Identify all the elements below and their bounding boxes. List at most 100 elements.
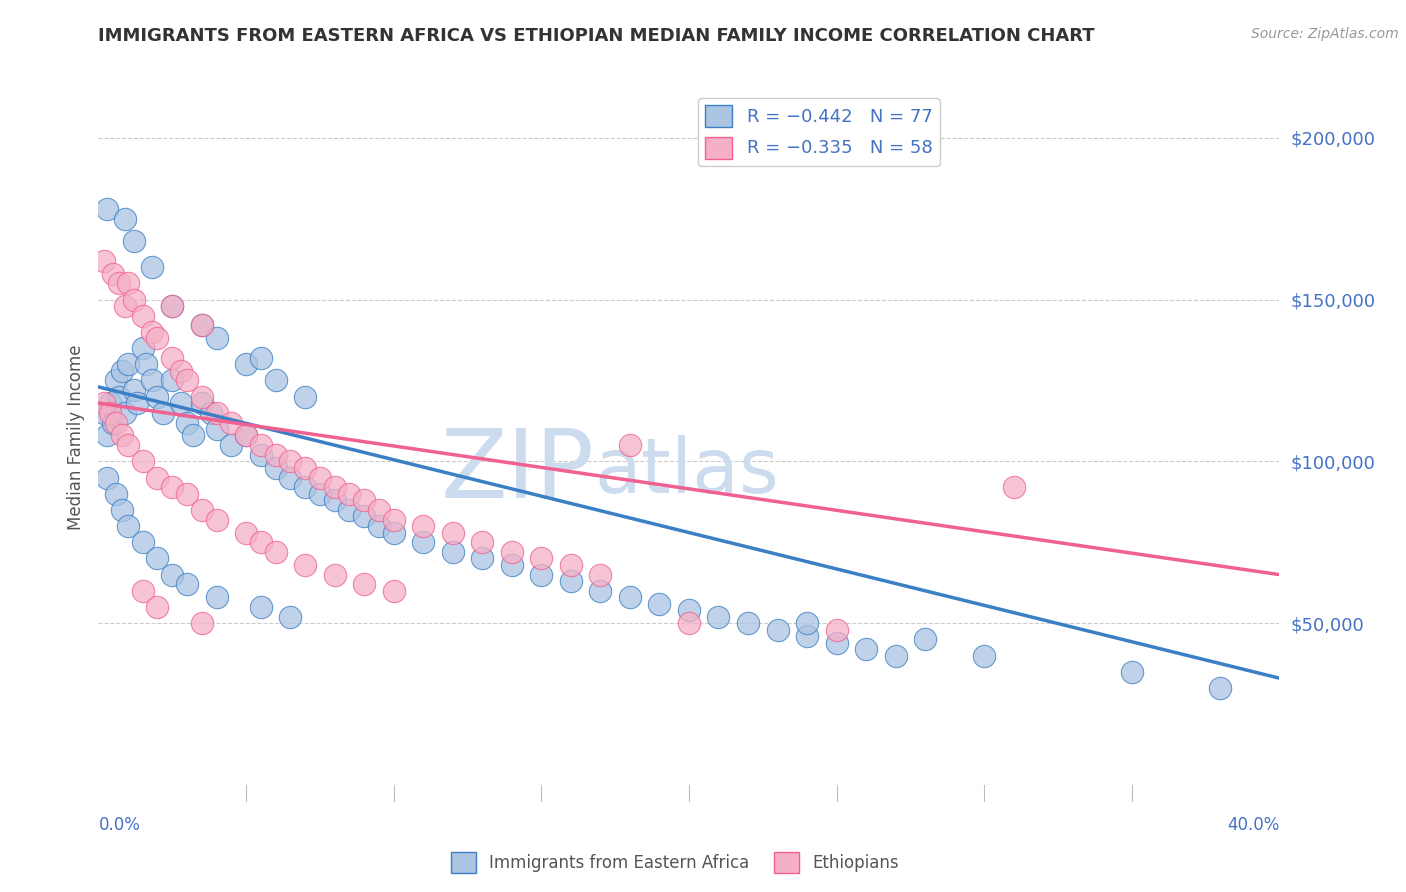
Point [108,390,131,404]
Point [141,374,163,388]
Point [278,454,302,468]
Point [219,438,242,452]
Point [412,535,434,549]
Point [162,299,183,313]
Point [825,635,848,649]
Point [589,567,612,582]
Legend: Immigrants from Eastern Africa, Ethiopians: Immigrants from Eastern Africa, Ethiopia… [444,846,905,880]
Point [205,406,228,420]
Point [855,642,877,657]
Point [122,383,145,397]
Point [96,428,118,442]
Point [323,493,346,508]
Text: 40.0%: 40.0% [1227,816,1279,834]
Point [176,577,198,591]
Point [132,583,155,598]
Point [294,558,316,572]
Point [93,406,115,420]
Point [111,364,134,378]
Point [176,486,198,500]
Point [619,591,641,605]
Point [766,623,789,637]
Point [117,438,139,452]
Point [825,623,848,637]
Point [96,202,118,216]
Text: IMMIGRANTS FROM EASTERN AFRICA VS ETHIOPIAN MEDIAN FAMILY INCOME CORRELATION CHA: IMMIGRANTS FROM EASTERN AFRICA VS ETHIOP… [98,27,1095,45]
Point [250,351,273,365]
Y-axis label: Median Family Income: Median Family Income [66,344,84,530]
Point [146,390,169,404]
Point [111,428,134,442]
Point [114,211,136,226]
Point [323,567,346,582]
Point [191,318,214,333]
Point [501,558,523,572]
Point [132,341,155,355]
Point [1121,665,1143,679]
Point [219,416,242,430]
Point [205,513,228,527]
Point [96,470,118,484]
Point [235,428,257,442]
Point [117,357,139,371]
Point [619,438,641,452]
Point [441,525,464,540]
Point [132,454,155,468]
Point [176,416,198,430]
Point [105,374,128,388]
Point [501,545,523,559]
Point [132,535,155,549]
Point [117,277,139,291]
Point [162,299,183,313]
Point [141,260,163,275]
Point [294,390,316,404]
Point [309,486,332,500]
Text: ZIP: ZIP [440,425,595,518]
Point [114,299,136,313]
Point [132,309,155,323]
Point [135,357,157,371]
Point [191,390,214,404]
Point [181,428,204,442]
Point [146,551,169,566]
Point [678,603,700,617]
Text: atlas: atlas [595,435,779,508]
Point [441,545,464,559]
Point [264,448,287,462]
Point [103,267,125,281]
Point [294,460,316,475]
Point [382,525,405,540]
Point [152,406,174,420]
Point [796,629,818,643]
Point [796,616,818,631]
Point [122,293,145,307]
Point [278,609,302,624]
Point [103,416,125,430]
Point [589,583,612,598]
Point [707,609,730,624]
Point [737,616,759,631]
Point [235,357,257,371]
Legend: R = −0.442   N = 77, R = −0.335   N = 58: R = −0.442 N = 77, R = −0.335 N = 58 [697,98,939,166]
Point [191,503,214,517]
Point [353,509,375,524]
Point [323,480,346,494]
Point [170,396,193,410]
Point [122,235,145,249]
Point [309,470,332,484]
Point [678,616,700,631]
Point [191,318,214,333]
Point [200,406,222,420]
Point [117,519,139,533]
Point [973,648,995,663]
Point [1002,480,1025,494]
Point [235,525,257,540]
Point [98,406,121,420]
Point [146,331,169,345]
Point [264,545,287,559]
Point [235,428,257,442]
Point [339,503,360,517]
Text: 0.0%: 0.0% [98,816,141,834]
Point [250,599,273,614]
Point [368,519,391,533]
